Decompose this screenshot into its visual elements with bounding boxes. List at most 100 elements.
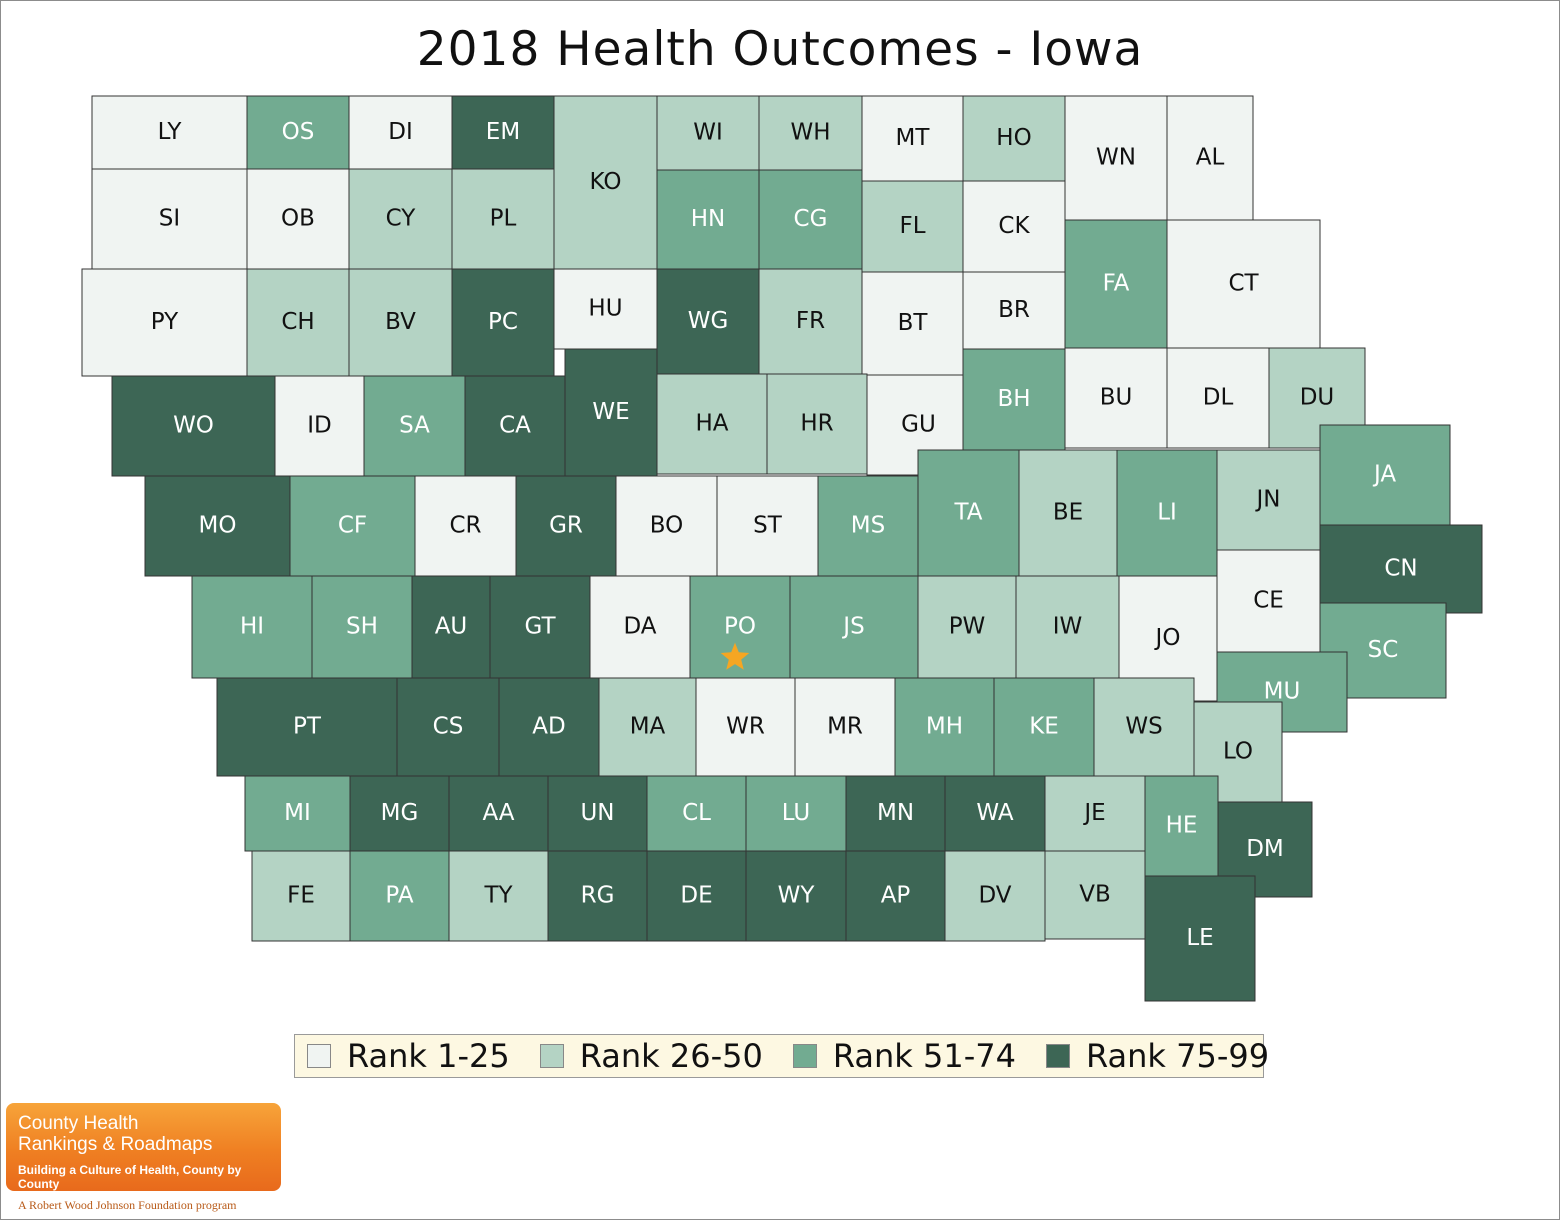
county-shape[interactable] [758, 95, 863, 171]
county-shape[interactable] [766, 373, 868, 475]
county-wh[interactable]: WH [758, 95, 863, 171]
county-ad[interactable]: AD [498, 677, 600, 777]
county-pl[interactable]: PL [451, 168, 555, 270]
county-shape[interactable] [615, 475, 718, 577]
county-ha[interactable]: HA [656, 373, 768, 475]
county-shape[interactable] [547, 775, 648, 852]
county-wa[interactable]: WA [944, 775, 1046, 852]
county-bt[interactable]: BT [861, 271, 964, 376]
county-pw[interactable]: PW [917, 575, 1017, 679]
county-br[interactable]: BR [962, 271, 1066, 350]
county-ty[interactable]: TY [448, 850, 549, 942]
county-wy[interactable]: WY [745, 850, 847, 942]
county-ho[interactable]: HO [962, 95, 1066, 182]
county-li[interactable]: LI [1116, 449, 1218, 577]
county-iw[interactable]: IW [1015, 575, 1120, 679]
county-shape[interactable] [656, 95, 760, 171]
county-jn[interactable]: JN [1216, 449, 1321, 551]
county-al[interactable]: AL [1166, 95, 1254, 221]
county-shape[interactable] [448, 850, 549, 942]
county-py[interactable]: PY [81, 268, 248, 377]
county-shape[interactable] [498, 677, 600, 777]
county-un[interactable]: UN [547, 775, 648, 852]
county-hu[interactable]: HU [553, 268, 658, 350]
county-ta[interactable]: TA [917, 449, 1020, 577]
county-cl[interactable]: CL [646, 775, 747, 852]
county-wg[interactable]: WG [656, 268, 760, 375]
county-shape[interactable] [144, 475, 291, 577]
county-wn[interactable]: WN [1064, 95, 1168, 221]
county-dv[interactable]: DV [944, 850, 1046, 942]
county-ja[interactable]: JA [1319, 424, 1451, 526]
county-fe[interactable]: FE [251, 850, 351, 942]
county-cy[interactable]: CY [348, 168, 453, 270]
county-pa[interactable]: PA [349, 850, 450, 942]
county-shape[interactable] [1018, 449, 1118, 577]
county-shape[interactable] [464, 375, 566, 477]
county-shape[interactable] [861, 180, 964, 273]
county-bv[interactable]: BV [348, 268, 453, 377]
county-shape[interactable] [348, 168, 453, 270]
county-hi[interactable]: HI [191, 575, 313, 679]
county-cn[interactable]: CN [1319, 524, 1483, 614]
county-shape[interactable] [962, 271, 1066, 350]
county-shape[interactable] [861, 95, 964, 182]
county-shape[interactable] [396, 677, 500, 777]
county-mh[interactable]: MH [894, 677, 995, 777]
county-shape[interactable] [944, 850, 1046, 942]
county-au[interactable]: AU [411, 575, 491, 679]
county-shape[interactable] [745, 850, 847, 942]
county-fr[interactable]: FR [758, 268, 863, 375]
county-shape[interactable] [363, 375, 466, 477]
county-shape[interactable] [216, 677, 398, 777]
county-shape[interactable] [451, 268, 555, 377]
county-rg[interactable]: RG [547, 850, 648, 942]
county-ke[interactable]: KE [993, 677, 1095, 777]
county-shape[interactable] [656, 373, 768, 475]
county-ko[interactable]: KO [553, 95, 658, 270]
county-ly[interactable]: LY [91, 95, 248, 170]
county-bh[interactable]: BH [962, 348, 1066, 451]
county-de[interactable]: DE [646, 850, 747, 942]
county-shape[interactable] [246, 95, 350, 170]
county-sa[interactable]: SA [363, 375, 466, 477]
county-shape[interactable] [845, 850, 946, 942]
county-shape[interactable] [1166, 219, 1321, 349]
county-shape[interactable] [1064, 219, 1168, 349]
county-shape[interactable] [81, 268, 248, 377]
county-mg[interactable]: MG [349, 775, 450, 852]
county-shape[interactable] [1319, 424, 1451, 526]
county-cg[interactable]: CG [758, 169, 863, 270]
county-di[interactable]: DI [348, 95, 453, 170]
county-sh[interactable]: SH [311, 575, 413, 679]
county-wo[interactable]: WO [111, 375, 276, 477]
county-shape[interactable] [1166, 95, 1254, 221]
county-shape[interactable] [598, 677, 697, 777]
county-shape[interactable] [191, 575, 313, 679]
county-em[interactable]: EM [451, 95, 555, 170]
county-shape[interactable] [244, 775, 351, 852]
county-shape[interactable] [1319, 524, 1483, 614]
county-st[interactable]: ST [716, 475, 819, 577]
county-pc[interactable]: PC [451, 268, 555, 377]
county-shape[interactable] [656, 268, 760, 375]
county-shape[interactable] [414, 475, 517, 577]
county-ca[interactable]: CA [464, 375, 566, 477]
county-shape[interactable] [1015, 575, 1120, 679]
county-ms[interactable]: MS [817, 475, 919, 577]
county-shape[interactable] [451, 168, 555, 270]
county-shape[interactable] [861, 271, 964, 376]
county-ch[interactable]: CH [246, 268, 350, 377]
county-id[interactable]: ID [274, 375, 365, 477]
county-shape[interactable] [1216, 549, 1321, 653]
county-shape[interactable] [758, 169, 863, 270]
county-shape[interactable] [716, 475, 819, 577]
county-pt[interactable]: PT [216, 677, 398, 777]
county-mt[interactable]: MT [861, 95, 964, 182]
county-le[interactable]: LE [1144, 875, 1256, 1002]
county-shape[interactable] [817, 475, 919, 577]
county-shape[interactable] [944, 775, 1046, 852]
county-shape[interactable] [274, 375, 365, 477]
county-os[interactable]: OS [246, 95, 350, 170]
county-shape[interactable] [1144, 775, 1219, 877]
